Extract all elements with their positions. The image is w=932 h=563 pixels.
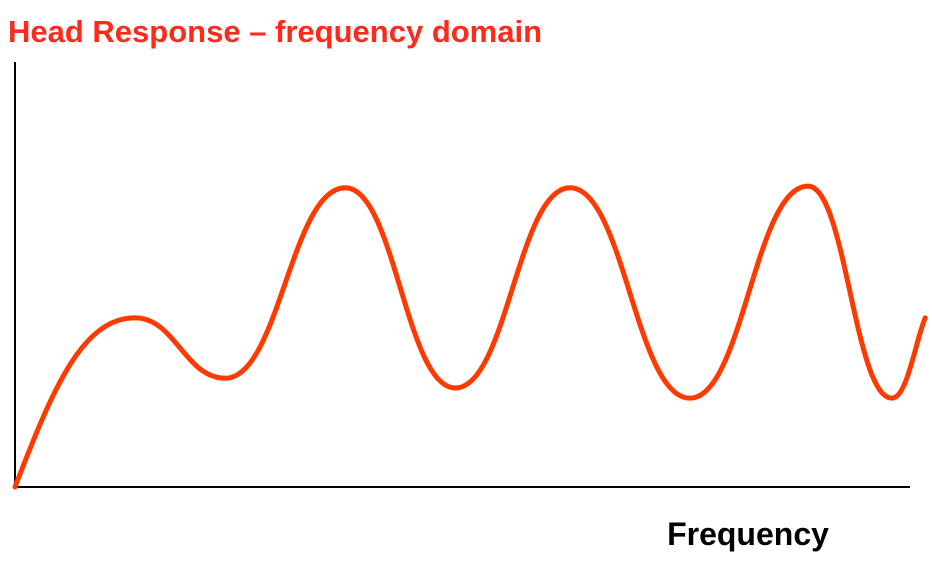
x-axis-label: Frequency xyxy=(667,516,829,552)
chart-title: Head Response – frequency domain xyxy=(8,14,542,49)
response-line xyxy=(12,183,928,490)
